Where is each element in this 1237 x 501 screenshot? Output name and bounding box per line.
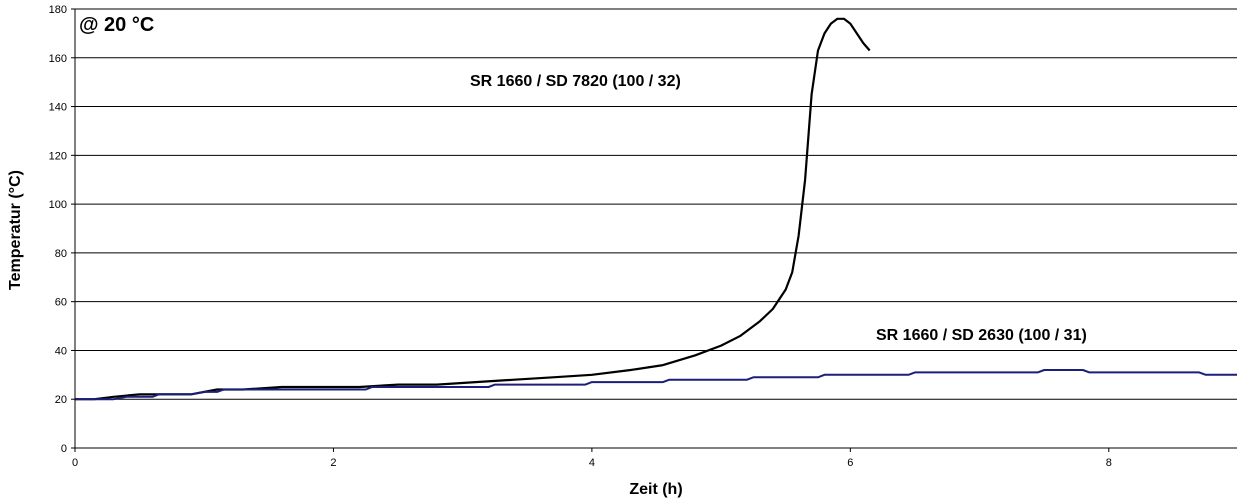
y-axis-title: Temperatur (°C) [7, 170, 24, 290]
y-tick-label: 140 [49, 102, 67, 114]
y-axis-ticks: 0 20 40 60 80 100 120 140 160 180 [49, 4, 75, 455]
x-axis-ticks: 0 2 4 6 8 [72, 448, 1112, 469]
x-tick-label: 2 [330, 457, 336, 469]
series-lines [75, 17, 1237, 401]
series-label-sd7820: SR 1660 / SD 7820 (100 / 32) [470, 73, 681, 90]
x-tick-label: 0 [72, 457, 78, 469]
x-tick-label: 8 [1106, 457, 1112, 469]
y-tick-label: 100 [49, 199, 67, 211]
series-line-1 [75, 369, 1237, 401]
y-tick-label: 40 [55, 345, 67, 357]
x-tick-label: 6 [847, 457, 853, 469]
y-tick-label: 180 [49, 4, 67, 16]
series-label-sd2630: SR 1660 / SD 2630 (100 / 31) [876, 327, 1087, 344]
y-tick-label: 0 [61, 443, 67, 455]
y-tick-label: 80 [55, 248, 67, 260]
plot-frame [74, 8, 1237, 449]
y-tick-label: 120 [49, 150, 67, 162]
y-tick-label: 160 [49, 53, 67, 65]
y-tick-label: 20 [55, 394, 67, 406]
x-tick-label: 4 [589, 457, 595, 469]
y-tick-label: 60 [55, 297, 67, 309]
x-axis-title: Zeit (h) [629, 481, 682, 498]
condition-annotation: @ 20 °C [79, 14, 154, 36]
